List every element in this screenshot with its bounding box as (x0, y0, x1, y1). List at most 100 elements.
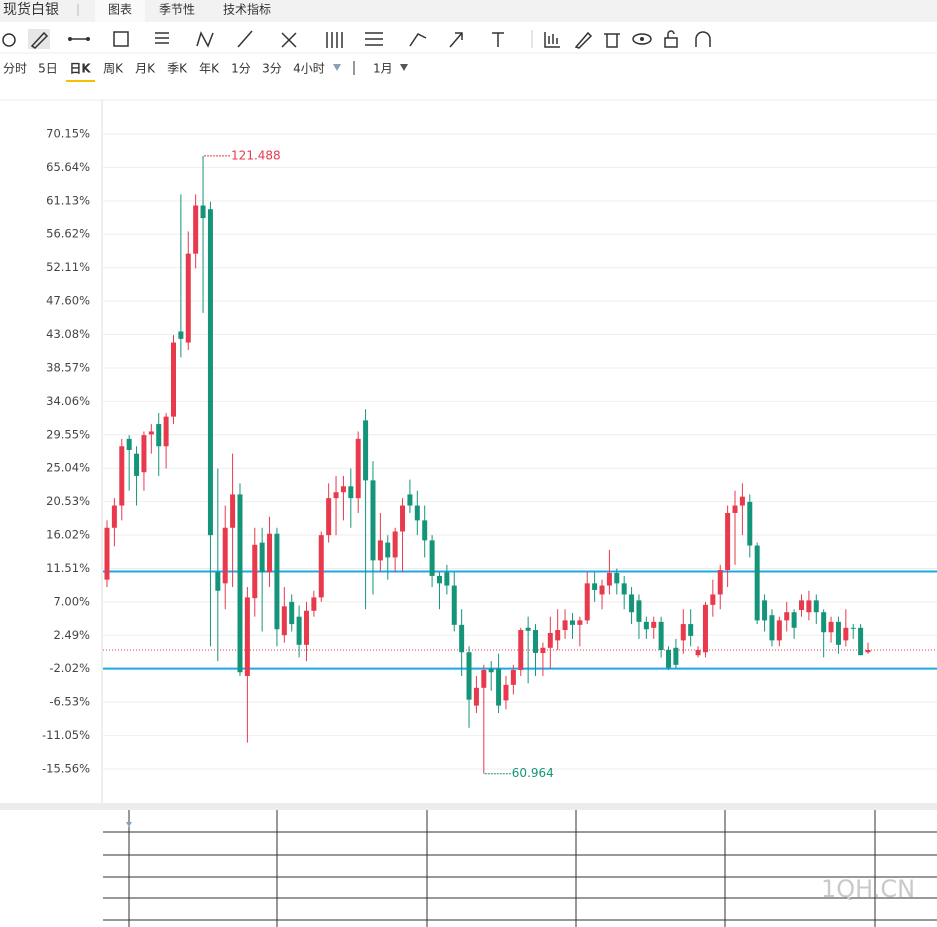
candle-body (473, 687, 479, 706)
y-tick-label: 61.13% (46, 193, 90, 207)
candle-body (503, 684, 509, 701)
tab[interactable]: 技术指标 (223, 2, 271, 17)
candle-body (193, 205, 199, 254)
tab[interactable]: 图表 (108, 3, 132, 17)
watermark: 1QH.CN (821, 875, 915, 903)
candle-body (488, 668, 494, 673)
candle-body (695, 650, 701, 656)
candle-body (592, 583, 598, 591)
y-tick-label: 34.06% (46, 394, 90, 408)
dropdown-icon[interactable] (333, 64, 341, 71)
y-tick-label: 7.00% (53, 594, 90, 608)
candle-body (799, 600, 805, 611)
candle-body (451, 585, 457, 625)
period-button[interactable]: 1分 (231, 62, 251, 76)
candle-body (311, 597, 317, 611)
candle-body (784, 612, 790, 621)
candle-body (680, 624, 686, 641)
candle-body (289, 601, 295, 625)
toolbar (2, 29, 711, 49)
candle-body (333, 492, 339, 499)
candle-body (156, 424, 162, 447)
y-tick-label: 2.49% (53, 628, 90, 642)
candle-body (163, 416, 169, 447)
candle-body (185, 253, 191, 343)
candle-body (340, 486, 346, 493)
candle-body (651, 621, 657, 628)
candle-body (555, 630, 561, 641)
candle-body (267, 533, 273, 573)
dropdown-icon[interactable] (400, 64, 408, 71)
candle-body (510, 670, 516, 685)
period-button[interactable]: 年K (199, 62, 220, 76)
active-tab (95, 0, 145, 22)
y-tick-label: -15.56% (42, 761, 90, 775)
candle-body (429, 540, 435, 576)
pane-divider (0, 803, 937, 810)
period-button[interactable]: 分时 (3, 62, 27, 76)
tab-bar (0, 0, 937, 22)
candle-body (547, 632, 553, 648)
candle-body (806, 600, 812, 613)
y-tick-label: -11.05% (42, 728, 90, 742)
candle-body (599, 585, 605, 595)
selected-underline (66, 80, 95, 82)
candle-body (813, 600, 819, 613)
range-select[interactable]: 1月 (373, 62, 393, 76)
extreme-label: 121.488 (231, 148, 281, 162)
candle-body (835, 621, 841, 645)
candle-body (148, 431, 154, 435)
candle-body (739, 496, 745, 506)
candle-body (444, 572, 450, 586)
candle-body (141, 435, 147, 473)
y-tick-label: 25.04% (46, 461, 90, 475)
candle-body (843, 627, 849, 641)
period-button[interactable]: 月K (135, 62, 156, 76)
period-button[interactable]: 5日 (38, 62, 58, 76)
candle-body (104, 527, 110, 580)
candle-body (717, 570, 723, 595)
period-button[interactable]: 4小时 (293, 62, 325, 76)
candle-body (769, 615, 775, 641)
period-button[interactable]: 周K (103, 62, 124, 76)
period-button[interactable]: 日K (69, 62, 91, 76)
candle-body (230, 494, 236, 528)
candle-body (584, 583, 590, 621)
y-tick-label: 70.15% (46, 127, 90, 141)
candle-body (747, 501, 753, 546)
y-tick-label: 16.02% (46, 528, 90, 542)
candle-body (776, 620, 782, 641)
candle-body (533, 630, 539, 653)
period-bar: 分时 5日 日K 周K 月K 季K 年K 1分 3分 4小时 (3, 62, 325, 82)
period-button[interactable]: 3分 (262, 62, 282, 76)
candle-body (702, 604, 708, 653)
y-tick-label: -2.02% (49, 661, 90, 675)
candle-body (252, 544, 258, 599)
candle-body (459, 624, 465, 653)
candle-body (134, 453, 140, 476)
tab[interactable]: 季节性 (159, 3, 195, 17)
candle-body (629, 594, 635, 613)
candle-body (274, 533, 280, 630)
candle-body (111, 505, 117, 528)
sub-grid (103, 810, 937, 927)
candle-body (392, 531, 398, 558)
candle-body (621, 583, 627, 595)
period-button[interactable]: 季K (167, 62, 188, 76)
candle-body (754, 545, 760, 621)
candle-body (496, 668, 502, 706)
candle-body (762, 600, 768, 621)
candle-body (355, 438, 361, 499)
candle-body (865, 650, 871, 653)
candle-body (569, 620, 575, 625)
y-tick-label: 47.60% (46, 294, 90, 308)
candle-body (614, 572, 620, 584)
y-tick-label: 20.53% (46, 494, 90, 508)
y-tick-label: 52.11% (46, 260, 90, 274)
candle-body (422, 520, 428, 541)
candle-body (725, 512, 731, 571)
candle-body (178, 331, 184, 339)
candle-body (363, 420, 369, 481)
